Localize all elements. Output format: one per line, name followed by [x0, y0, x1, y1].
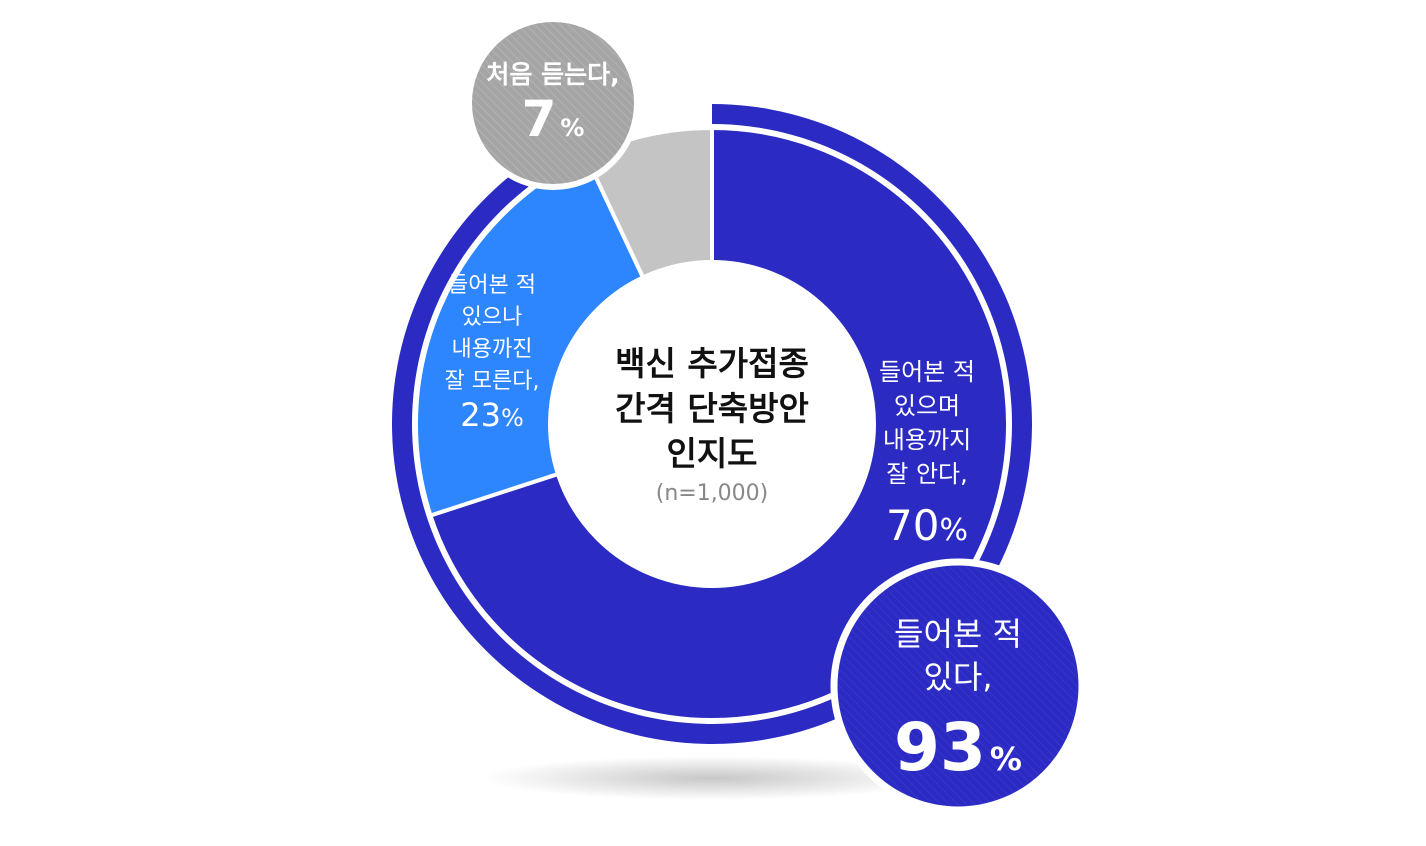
bubble-heard-total-circle	[830, 558, 1086, 814]
label-known-not-content-line: 들어본 적	[448, 273, 536, 298]
bubble-first-time: 처음 듣는다, 7%	[466, 16, 640, 190]
label-known-well: 들어본 적 있으며 내용까지 잘 안다, 70%	[879, 358, 975, 550]
floor-shadow	[482, 756, 942, 800]
bubble-heard-total-value: 93%	[894, 709, 1022, 786]
bubble-first-time-value: 7%	[522, 90, 585, 148]
label-known-not-content-line: 내용까진	[452, 337, 533, 362]
bubble-heard-total: 들어본 적 있다, 93%	[830, 558, 1086, 814]
title-line-1: 백신 추가접종	[615, 344, 809, 383]
label-known-not-content-line: 잘 모른다,	[445, 369, 540, 394]
bubble-heard-total-line: 있다,	[923, 658, 992, 696]
center-hole	[548, 260, 876, 588]
chart-title: 백신 추가접종 간격 단축방안 인지도	[615, 344, 809, 473]
label-known-well-line: 들어본 적	[879, 358, 975, 386]
label-known-well-line: 있으며	[894, 392, 960, 420]
title-line-3: 인지도	[666, 434, 757, 473]
label-known-well-value: 70%	[886, 501, 968, 550]
label-known-not-content-line: 있으나	[462, 305, 523, 330]
label-known-not-content-value: 23%	[460, 396, 524, 434]
bubble-first-time-label: 처음 듣는다,	[486, 60, 619, 89]
label-known-well-line: 내용까지	[883, 426, 971, 454]
bubble-heard-total-line: 들어본 적	[894, 615, 1022, 653]
label-known-not-content: 들어본 적 있으나 내용까진 잘 모른다, 23%	[445, 273, 540, 434]
chart-subtitle: (n=1,000)	[656, 481, 769, 506]
label-known-well-line: 잘 안다,	[886, 460, 968, 488]
bubble-first-time-circle	[466, 16, 640, 190]
title-line-2: 간격 단축방안	[615, 389, 809, 428]
